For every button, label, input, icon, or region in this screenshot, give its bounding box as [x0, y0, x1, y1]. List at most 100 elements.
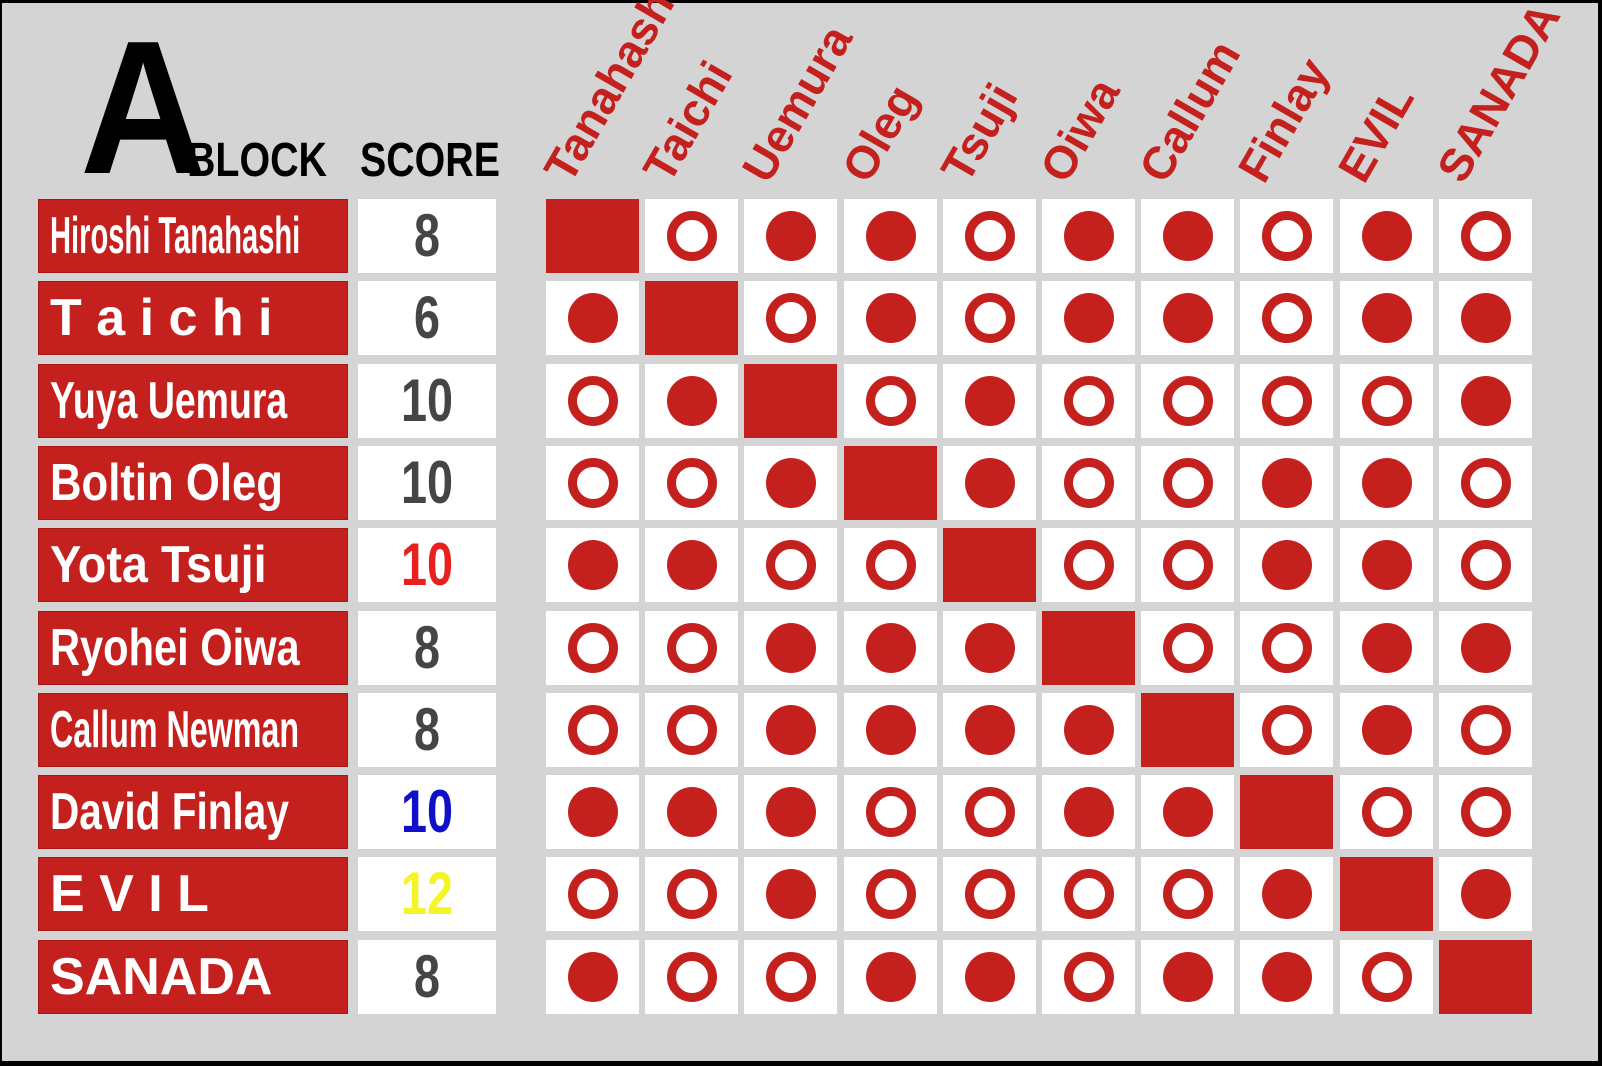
result-cell	[1141, 940, 1234, 1014]
result-cell	[1141, 775, 1234, 849]
result-cell	[546, 775, 639, 849]
result-cell	[1439, 693, 1532, 767]
score-value: 8	[413, 696, 441, 763]
wrestler-name-cell: Ryohei Oiwa	[38, 611, 348, 685]
self-match-square	[546, 199, 639, 273]
loss-hollow-circle	[1361, 376, 1412, 426]
wrestler-name-cell: Boltin Oleg	[38, 446, 348, 520]
result-cell	[1439, 281, 1532, 355]
loss-hollow-circle	[666, 211, 717, 261]
result-cell	[844, 775, 937, 849]
score-value: 12	[400, 860, 454, 927]
wrestler-name: Yuya Uemura	[50, 372, 288, 430]
wrestler-name: Callum Newman	[50, 701, 300, 759]
result-cell	[943, 775, 1036, 849]
win-filled-circle	[1162, 211, 1213, 261]
wrestler-name: Boltin Oleg	[50, 454, 283, 512]
score-value: 10	[400, 778, 454, 845]
win-filled-circle	[1063, 211, 1114, 261]
result-cell	[744, 446, 837, 520]
result-cell	[744, 775, 837, 849]
result-cell	[1439, 364, 1532, 438]
result-cell	[1340, 446, 1433, 520]
win-filled-circle	[567, 952, 618, 1002]
result-cell	[1240, 775, 1333, 849]
win-filled-circle	[1162, 787, 1213, 837]
win-filled-circle	[865, 623, 916, 673]
win-filled-circle	[964, 376, 1015, 426]
result-cell	[1439, 528, 1532, 602]
self-match-square	[744, 364, 837, 438]
block-word: BLOCK	[187, 134, 327, 187]
result-cell	[546, 446, 639, 520]
win-filled-circle	[1460, 376, 1511, 426]
loss-hollow-circle	[865, 787, 916, 837]
score-cell: 10	[358, 528, 496, 602]
result-cell	[1141, 693, 1234, 767]
loss-hollow-circle	[1361, 787, 1412, 837]
wrestler-name: David Finlay	[50, 783, 289, 841]
loss-hollow-circle	[964, 211, 1015, 261]
wrestler-name-cell: David Finlay	[38, 775, 348, 849]
score-value: 10	[400, 531, 454, 598]
loss-hollow-circle	[765, 540, 816, 590]
result-cell	[943, 693, 1036, 767]
result-cell	[645, 446, 738, 520]
column-header-taichi: Taichi	[632, 52, 743, 191]
win-filled-circle	[1063, 293, 1114, 343]
loss-hollow-circle	[964, 869, 1015, 919]
loss-hollow-circle	[1063, 869, 1114, 919]
result-cell	[546, 940, 639, 1014]
score-value: 8	[413, 614, 441, 681]
score-value: 10	[400, 449, 454, 516]
loss-hollow-circle	[666, 952, 717, 1002]
column-header-tsuji: Tsuji	[930, 74, 1028, 191]
result-cell	[844, 364, 937, 438]
win-filled-circle	[865, 293, 916, 343]
loss-hollow-circle	[666, 705, 717, 755]
result-cell	[645, 775, 738, 849]
wrestler-name-cell: SANADA	[38, 940, 348, 1014]
result-cell	[1141, 857, 1234, 931]
win-filled-circle	[765, 623, 816, 673]
win-filled-circle	[964, 705, 1015, 755]
result-cell	[1042, 775, 1135, 849]
result-cell	[546, 611, 639, 685]
win-filled-circle	[765, 705, 816, 755]
score-cell: 8	[358, 940, 496, 1014]
loss-hollow-circle	[1261, 705, 1312, 755]
result-cell	[1439, 775, 1532, 849]
loss-hollow-circle	[1460, 458, 1511, 508]
result-cell	[1439, 446, 1532, 520]
wrestler-name: Yota Tsuji	[50, 536, 267, 594]
result-cell	[1240, 364, 1333, 438]
result-cell	[1141, 611, 1234, 685]
result-cell	[943, 940, 1036, 1014]
result-cell	[744, 611, 837, 685]
result-cell	[1340, 857, 1433, 931]
loss-hollow-circle	[765, 952, 816, 1002]
loss-hollow-circle	[1063, 458, 1114, 508]
win-filled-circle	[567, 540, 618, 590]
loss-hollow-circle	[1162, 376, 1213, 426]
result-cell	[645, 857, 738, 931]
result-cell	[1042, 199, 1135, 273]
result-cell	[1340, 528, 1433, 602]
result-cell	[1240, 857, 1333, 931]
loss-hollow-circle	[964, 293, 1015, 343]
result-cell	[1042, 693, 1135, 767]
win-filled-circle	[666, 787, 717, 837]
self-match-square	[1141, 693, 1234, 767]
loss-hollow-circle	[964, 787, 1015, 837]
wrestler-name: T a i c h i	[50, 289, 273, 347]
win-filled-circle	[1460, 869, 1511, 919]
self-match-square	[645, 281, 738, 355]
result-cell	[1042, 446, 1135, 520]
score-column-header: SCORE	[360, 134, 500, 187]
result-cell	[645, 528, 738, 602]
self-match-square	[1042, 611, 1135, 685]
win-filled-circle	[567, 787, 618, 837]
loss-hollow-circle	[1261, 623, 1312, 673]
score-cell: 6	[358, 281, 496, 355]
loss-hollow-circle	[865, 376, 916, 426]
